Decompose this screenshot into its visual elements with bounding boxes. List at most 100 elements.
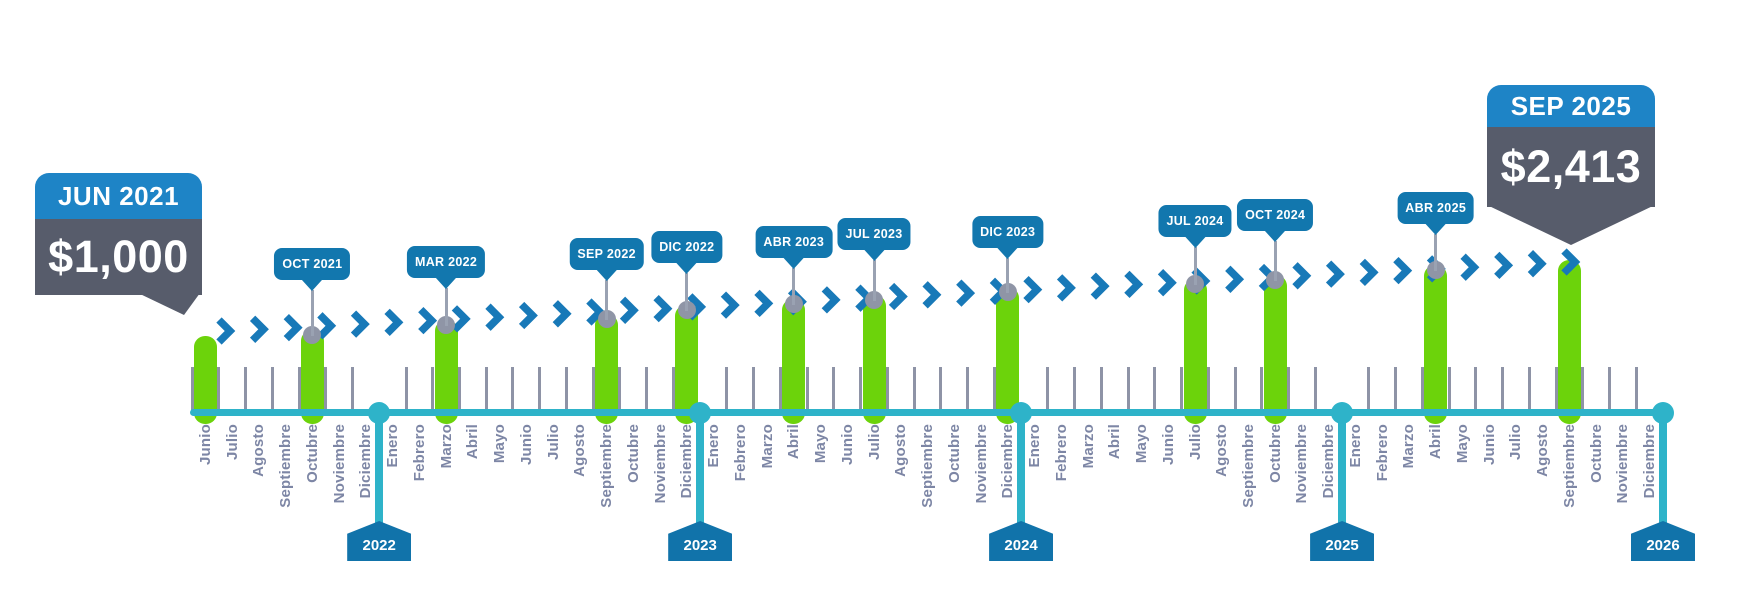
month-label: Octubre — [303, 424, 321, 483]
chevron-arrow-icon — [956, 279, 976, 307]
month-label: Noviembre — [972, 424, 990, 504]
month-label: Junio — [196, 424, 214, 465]
month-label: Abril — [1427, 424, 1445, 460]
month-label: Marzo — [1079, 424, 1097, 469]
milestone-bar — [300, 330, 324, 424]
axis-tick — [1046, 367, 1050, 414]
axis-tick — [1581, 367, 1585, 414]
month-label: Mayo — [491, 424, 509, 464]
month-label: Noviembre — [330, 424, 348, 504]
chevron-arrow-icon — [1157, 269, 1177, 297]
month-label: Septiembre — [919, 424, 936, 508]
chevron-arrow-icon — [1494, 251, 1514, 280]
axis-tick — [297, 367, 301, 414]
milestone-bar — [1183, 279, 1207, 424]
axis-tick — [671, 367, 675, 414]
axis-tick — [966, 367, 970, 414]
axis-tick — [1554, 367, 1558, 414]
month-label: Mayo — [1133, 424, 1150, 464]
chevron-arrow-icon — [653, 294, 673, 323]
month-label: Diciembre — [678, 424, 696, 499]
month-label: Febrero — [1373, 424, 1391, 482]
month-label: Junio — [517, 424, 535, 465]
axis-tick — [1287, 367, 1291, 414]
milestone-pin: ABR 2023 — [755, 226, 833, 258]
chevron-arrow-icon — [1090, 272, 1110, 300]
milestone-pin: MAR 2022 — [407, 246, 486, 278]
axis-tick — [992, 367, 996, 414]
year-marker-dot — [368, 402, 391, 424]
chevron-arrow-icon — [619, 296, 639, 324]
year-label-text: 2026 — [1646, 537, 1680, 554]
year-marker-line — [696, 412, 705, 524]
milestone-pin: DIC 2023 — [972, 216, 1044, 248]
milestone-connector — [1434, 234, 1438, 271]
month-label: Octubre — [1587, 424, 1605, 483]
axis-tick — [1206, 367, 1210, 414]
year-label: 2023 — [668, 521, 733, 561]
month-label: Agosto — [1534, 424, 1552, 477]
axis-tick — [778, 367, 782, 414]
chevron-arrow-icon — [821, 286, 841, 314]
month-label: Diciembre — [1641, 424, 1659, 499]
month-label: Septiembre — [277, 424, 295, 508]
milestone-pin: ABR 2025 — [1397, 192, 1475, 224]
axis-tick — [1260, 367, 1264, 414]
year-label: 2022 — [347, 521, 412, 561]
axis-tick — [1233, 367, 1237, 414]
month-label: Junio — [1480, 424, 1498, 465]
milestone-connector — [1006, 258, 1010, 293]
month-label: Mayo — [1453, 424, 1471, 464]
month-label: Diciembre — [999, 424, 1017, 499]
year-label: 2024 — [989, 521, 1054, 561]
milestone-connector — [310, 290, 314, 336]
axis-tick — [217, 367, 221, 414]
axis-tick — [270, 367, 274, 414]
milestone-bar — [1557, 260, 1581, 424]
month-label: Enero — [1346, 424, 1364, 468]
axis-tick — [1420, 367, 1424, 414]
axis-tick — [912, 367, 916, 414]
axis-tick — [1313, 367, 1317, 414]
axis-tick — [1367, 367, 1371, 414]
axis-tick — [1527, 367, 1531, 414]
month-label: Julio — [223, 424, 241, 461]
month-label: Enero — [1026, 424, 1043, 468]
year-marker-dot — [1331, 402, 1354, 424]
chevron-arrow-icon — [418, 306, 438, 335]
month-label: Octubre — [945, 424, 963, 483]
chevron-arrow-icon — [552, 300, 572, 328]
chevron-arrow-icon — [754, 289, 774, 318]
axis-tick — [1073, 367, 1077, 414]
axis-tick — [1099, 367, 1103, 414]
milestone-bar — [595, 314, 619, 424]
start-callout-tail — [138, 293, 200, 315]
chevron-arrow-icon — [1325, 260, 1345, 288]
milestone-connector — [444, 288, 448, 326]
end-callout: SEP 2025 $2,413 — [1487, 85, 1655, 245]
milestone-bar — [1424, 265, 1448, 424]
axis-tick — [939, 367, 943, 414]
start-callout-value: $1,000 — [35, 219, 202, 295]
month-label: Abril — [785, 424, 803, 460]
end-callout-date: SEP 2025 — [1487, 85, 1655, 127]
axis-tick — [1126, 367, 1130, 414]
axis-tick — [484, 367, 488, 414]
chevron-arrow-icon — [518, 301, 538, 330]
milestone-pin: SEP 2022 — [569, 238, 644, 270]
milestone-connector — [1193, 247, 1197, 285]
chevron-arrow-icon — [1023, 275, 1043, 304]
end-callout-value: $2,413 — [1487, 127, 1655, 207]
axis-tick — [805, 367, 809, 414]
milestone-connector — [685, 273, 689, 311]
year-marker-line — [1017, 412, 1026, 524]
chevron-arrow-icon — [350, 310, 370, 338]
axis-tick — [885, 367, 889, 414]
milestone-bar — [782, 299, 806, 424]
chevron-arrow-icon — [1225, 265, 1245, 293]
chevron-arrow-icon — [720, 291, 740, 319]
month-label: Noviembre — [1614, 424, 1632, 504]
year-marker-line — [1659, 412, 1667, 524]
milestone-pin: JUL 2024 — [1158, 205, 1232, 237]
month-label: Abril — [464, 424, 482, 460]
